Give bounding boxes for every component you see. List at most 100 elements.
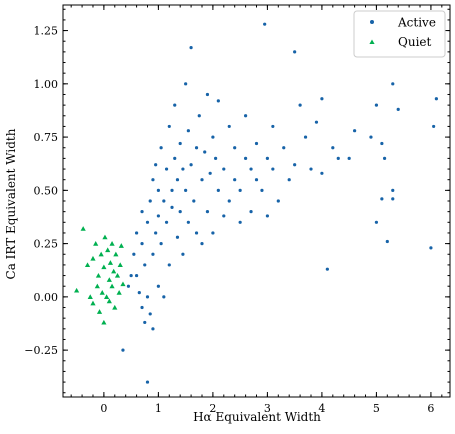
active-point bbox=[243, 156, 248, 160]
legend-quiet-label: Quiet bbox=[398, 35, 432, 49]
legend-box bbox=[353, 10, 446, 58]
active-point bbox=[325, 267, 329, 271]
quiet-point bbox=[106, 277, 112, 282]
active-point bbox=[320, 171, 324, 175]
active-point bbox=[260, 188, 264, 192]
quiet-point bbox=[113, 251, 119, 257]
quiet-point bbox=[111, 268, 117, 274]
active-point bbox=[126, 284, 131, 288]
active-point bbox=[353, 129, 357, 133]
active-point bbox=[159, 242, 163, 246]
active-point bbox=[145, 380, 150, 384]
plot-frame bbox=[62, 4, 451, 398]
active-point bbox=[192, 199, 196, 203]
legend-active-marker bbox=[370, 20, 374, 24]
quiet-point bbox=[90, 255, 96, 261]
active-point bbox=[233, 146, 237, 150]
active-point bbox=[303, 135, 308, 139]
active-point bbox=[159, 146, 163, 150]
active-point bbox=[282, 146, 286, 150]
active-point bbox=[178, 210, 182, 214]
active-point bbox=[385, 239, 389, 244]
active-point bbox=[164, 167, 169, 171]
active-point bbox=[181, 252, 185, 256]
active-point bbox=[194, 146, 199, 150]
active-point bbox=[162, 199, 166, 203]
active-point bbox=[140, 305, 144, 310]
active-point bbox=[140, 242, 144, 246]
quiet-point bbox=[105, 247, 111, 253]
quiet-point bbox=[116, 290, 122, 295]
active-point bbox=[391, 188, 395, 192]
x-tick-label: 3 bbox=[264, 402, 271, 415]
quiet-point bbox=[104, 294, 110, 299]
quiet-point bbox=[101, 264, 107, 270]
quiet-point bbox=[74, 287, 80, 293]
active-point bbox=[181, 167, 185, 171]
active-point bbox=[151, 178, 155, 182]
active-point bbox=[293, 50, 297, 54]
x-tick-label: 6 bbox=[427, 402, 434, 415]
active-point bbox=[164, 220, 169, 224]
active-point bbox=[140, 210, 144, 214]
active-point bbox=[287, 178, 291, 182]
active-point bbox=[222, 167, 226, 171]
quiet-point bbox=[84, 262, 91, 267]
active-point bbox=[145, 220, 150, 224]
active-point bbox=[197, 114, 201, 118]
quiet-point bbox=[109, 283, 115, 289]
active-point bbox=[380, 141, 384, 146]
x-tick-label: 5 bbox=[373, 402, 380, 415]
active-point bbox=[233, 178, 237, 182]
active-point bbox=[143, 320, 147, 325]
active-point bbox=[194, 231, 199, 235]
active-point bbox=[167, 263, 171, 267]
x-tick-label: 2 bbox=[209, 402, 216, 415]
x-axis-label: Hα Equivalent Width bbox=[193, 410, 321, 424]
active-point bbox=[271, 167, 275, 171]
active-point bbox=[189, 46, 193, 50]
active-point bbox=[156, 214, 160, 218]
x-tick-label: 4 bbox=[318, 402, 325, 415]
active-point bbox=[143, 263, 147, 267]
active-point bbox=[173, 103, 177, 107]
legend-quiet-marker bbox=[369, 39, 375, 44]
active-point bbox=[186, 129, 190, 133]
y-tick-label: 1.00 bbox=[34, 78, 59, 91]
active-point bbox=[227, 124, 231, 129]
quiet-point bbox=[118, 243, 124, 248]
quiet-point bbox=[87, 294, 93, 299]
active-point bbox=[238, 188, 242, 192]
quiet-point bbox=[120, 281, 126, 287]
active-point bbox=[134, 273, 139, 278]
active-point bbox=[200, 178, 204, 182]
active-point bbox=[205, 210, 210, 214]
quiet-point bbox=[93, 241, 99, 246]
active-point bbox=[222, 214, 226, 218]
active-point bbox=[216, 188, 220, 192]
active-point bbox=[434, 97, 438, 101]
quiet-point bbox=[95, 272, 102, 278]
active-point bbox=[309, 167, 313, 171]
quiet-point bbox=[102, 234, 108, 240]
active-point bbox=[271, 124, 275, 129]
active-point bbox=[293, 163, 297, 167]
y-tick-label: 0.50 bbox=[34, 184, 59, 197]
quiet-point bbox=[80, 226, 86, 231]
active-point bbox=[189, 163, 193, 167]
active-point bbox=[374, 103, 379, 107]
active-point bbox=[200, 242, 204, 246]
active-point bbox=[167, 124, 171, 129]
active-point bbox=[208, 171, 212, 175]
active-point bbox=[336, 156, 340, 160]
active-point bbox=[396, 107, 400, 111]
legend: Active Quiet bbox=[353, 10, 446, 58]
active-point bbox=[374, 220, 379, 224]
active-point bbox=[249, 167, 253, 171]
quiet-point bbox=[107, 260, 114, 265]
active-point bbox=[148, 312, 152, 316]
y-tick-label: 0.00 bbox=[34, 291, 59, 304]
active-point bbox=[156, 284, 160, 288]
quiet-point bbox=[109, 241, 115, 246]
